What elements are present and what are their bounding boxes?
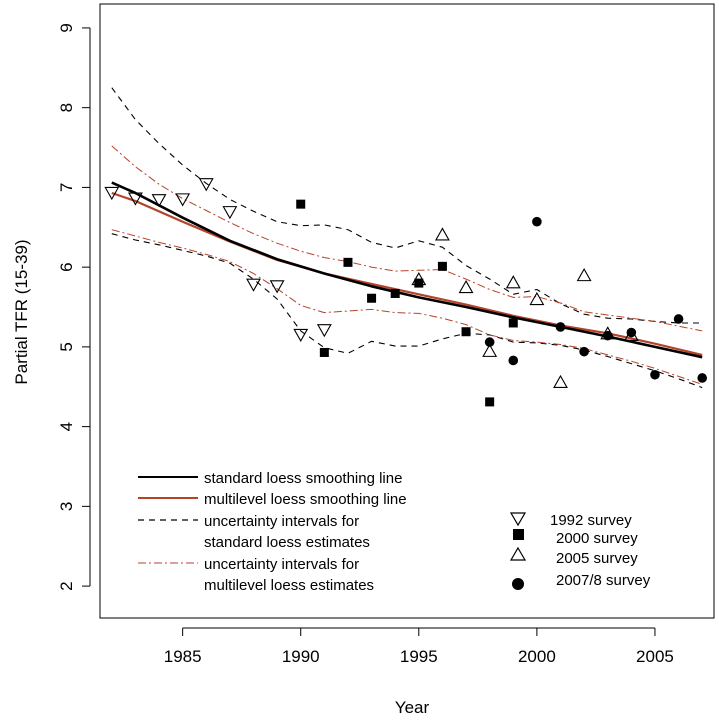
point-1992-survey [269,280,285,294]
point-2000-survey [367,293,377,303]
point-1992-survey [222,206,238,220]
point-2000-survey [343,257,353,267]
point-2000-survey [508,318,518,328]
y-tick-label: 3 [57,502,76,511]
point-2005-survey [576,267,592,282]
point-2007-8-survey [579,346,589,357]
y-tick-label: 5 [57,342,76,351]
x-axis: 1985 1990 1995 2000 2005 [164,627,674,666]
standard-upper-interval-line [111,87,703,324]
multilevel-upper-interval-line [111,145,703,332]
point-2000-survey [319,347,329,357]
legend-square-marker [513,529,524,540]
legend-standard-interval-label-1: uncertainty intervals for [204,513,359,530]
point-2000-survey [296,199,306,209]
point-2005-survey [458,279,474,294]
survey-points [104,178,707,407]
legend-lines: standard loess smoothing line multilevel… [138,470,407,594]
point-2005-survey [553,374,568,389]
point-2007-8-survey [650,369,660,380]
legend-standard-line-label: standard loess smoothing line [204,470,402,487]
point-2007-8-survey [697,373,707,383]
point-1992-survey [175,193,191,207]
standard-loess-line [111,181,703,359]
y-tick-label: 2 [57,581,76,590]
point-1992-survey [246,278,261,292]
point-2005-survey [505,275,521,289]
series-lines [111,87,703,389]
point-2000-survey [390,288,400,298]
point-2007-8-survey [673,314,684,324]
plot-frame [99,3,715,619]
legend-points: 1992 survey 2000 survey 2005 survey 2007… [509,512,651,590]
point-2007-8-survey [532,216,542,227]
y-tick-label: 4 [57,422,76,431]
y-axis-label: Partial TFR (15-39) [12,239,31,384]
y-tick-label: 8 [57,103,76,112]
point-1992-survey [104,186,120,201]
point-2005-survey [411,271,427,286]
point-2007-8-survey [602,330,613,341]
x-axis-label: Year [395,698,430,717]
x-tick-label: 2005 [636,647,674,666]
point-2000-survey [461,327,471,337]
point-1992-survey [127,192,143,206]
point-1992-survey [198,178,214,192]
y-tick-label: 6 [57,262,76,271]
legend-multilevel-line-label: multilevel loess smoothing line [204,491,407,508]
x-tick-label: 1990 [282,647,320,666]
multilevel-loess-line [111,191,703,356]
x-tick-label: 2000 [518,647,556,666]
legend-1992-label: 1992 survey [550,512,632,529]
point-2007-8-survey [626,327,637,338]
y-tick-label: 7 [57,183,76,192]
x-tick-label: 1995 [400,647,438,666]
point-2007-8-survey [484,337,495,347]
legend-circle-marker [512,578,524,590]
legend-multilevel-interval-label-1: uncertainty intervals for [204,556,359,573]
x-tick-label: 1985 [164,647,202,666]
standard-lower-interval-line [111,233,703,389]
point-2000-survey [437,261,447,271]
legend-triangle-down-marker [509,512,527,527]
point-1992-survey [316,324,332,338]
point-2000-survey [485,397,495,407]
point-2005-survey [529,291,545,306]
point-2005-survey [434,227,450,241]
legend-standard-interval-label-2: standard loess estimates [204,534,370,551]
legend-2007-label: 2007/8 survey [556,572,651,589]
point-1992-survey [293,328,309,343]
legend-multilevel-interval-label-2: multilevel loess estimates [204,577,374,594]
point-1992-survey [151,194,167,208]
legend-triangle-up-marker [509,546,527,561]
y-tick-label: 9 [57,23,76,32]
multilevel-lower-interval-line [111,229,703,385]
point-2005-survey [482,343,498,357]
point-2000-survey [414,278,424,288]
legend-2000-label: 2000 survey [556,530,638,547]
legend-2005-label: 2005 survey [556,550,638,567]
point-2007-8-survey [555,322,566,332]
y-axis: 2 3 4 5 6 7 8 9 [57,23,91,591]
point-2007-8-survey [508,355,519,366]
